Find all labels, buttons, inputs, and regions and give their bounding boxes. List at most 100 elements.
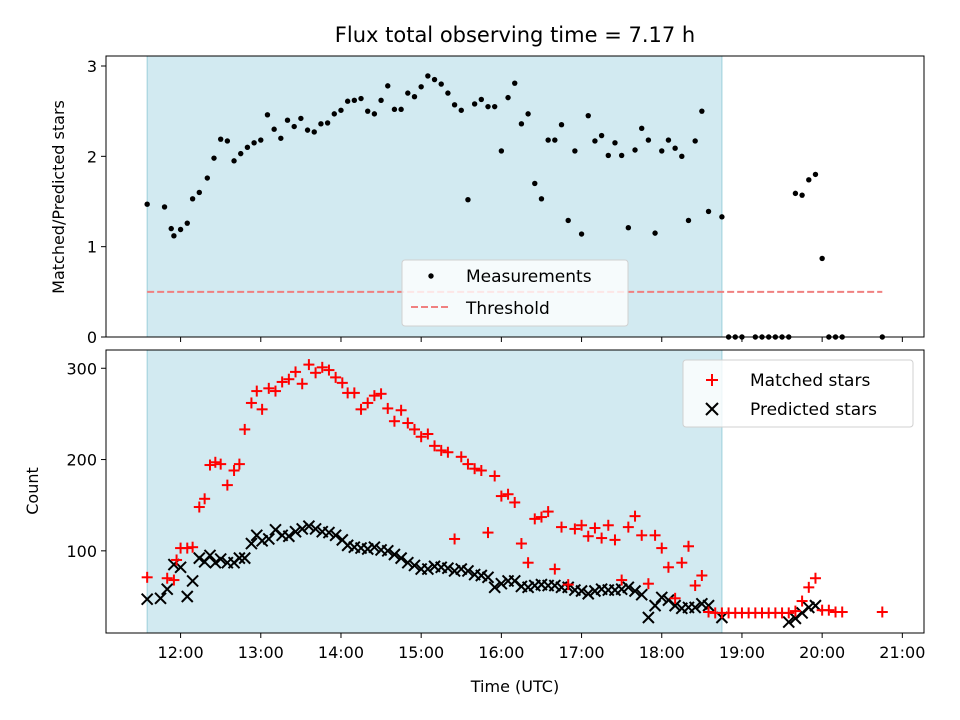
matched-star-point — [382, 402, 394, 414]
matched-star-point — [362, 397, 374, 409]
predicted-star-point — [441, 561, 455, 575]
measurement-point — [318, 121, 324, 127]
ratio-y-tick-label: 0 — [87, 328, 97, 347]
measurement-point — [659, 148, 665, 154]
predicted-star-point — [782, 615, 795, 629]
chart-title: Flux total observing time = 7.17 h — [335, 23, 695, 47]
measurement-point — [445, 90, 451, 96]
predicted-star-point — [193, 551, 206, 565]
matched-star-point — [442, 446, 454, 458]
matched-star-point — [495, 490, 507, 502]
measurement-point — [471, 101, 478, 107]
predicted-star-point — [154, 592, 167, 605]
count-plot-frame — [105, 349, 925, 634]
measurement-point — [244, 144, 251, 150]
measurement-point — [558, 122, 565, 128]
matched-star-point — [509, 496, 521, 508]
measurement-point — [672, 145, 678, 151]
measurement-point — [405, 90, 411, 96]
measurement-point — [498, 148, 505, 154]
predicted-star-point — [181, 590, 194, 603]
measurement-point — [645, 137, 652, 143]
matched-star-point — [193, 501, 205, 513]
matched-star-point — [656, 542, 668, 554]
measurement-point — [625, 224, 632, 231]
matched-star-point — [251, 385, 263, 397]
predicted-star-point — [401, 556, 415, 569]
predicted-star-point — [668, 599, 682, 612]
measurement-point — [605, 152, 611, 159]
measurement-point — [351, 97, 358, 104]
ratio-y-tick-label: 3 — [87, 57, 97, 76]
matched-star-point — [549, 563, 561, 575]
matched-star-point — [662, 561, 674, 573]
ratio-y-ticks: 0 1 2 3 — [87, 57, 106, 347]
matched-star-point — [316, 361, 328, 373]
matched-star-point — [469, 463, 481, 475]
count-y-ticks: 100 200 300 — [66, 359, 106, 561]
measurement-point — [231, 158, 237, 164]
measurement-point — [485, 103, 491, 110]
predicted-star-point — [302, 519, 316, 533]
x-tick-label: 12:00 — [158, 643, 204, 662]
measurement-point — [451, 102, 458, 108]
matched-star-point — [629, 510, 641, 522]
legend-matched-marker — [706, 374, 718, 386]
x-tick-label: 19:00 — [719, 643, 765, 662]
measurement-point — [545, 137, 551, 143]
matched-star-point — [276, 376, 288, 388]
matched-star-point — [171, 554, 183, 566]
predicted-star-point — [575, 584, 588, 598]
matched-star-point — [368, 390, 380, 402]
matched-star-point — [422, 428, 434, 440]
matched-star-point — [696, 569, 708, 581]
measurement-point — [365, 108, 371, 114]
predicted-star-point — [209, 556, 222, 569]
measurement-point — [799, 192, 805, 198]
measurements-layer — [144, 73, 885, 340]
measurement-point — [819, 255, 825, 262]
measurement-point — [204, 175, 211, 181]
legend-measurements-marker — [428, 273, 434, 279]
measurement-point — [168, 225, 174, 232]
matched-star-point — [395, 404, 407, 416]
count-y-tick-label: 200 — [66, 451, 97, 470]
measurement-point — [812, 171, 819, 178]
measurement-point — [311, 129, 317, 135]
measurement-point — [518, 121, 525, 127]
measurement-point — [705, 208, 712, 215]
matched-star-point — [569, 523, 581, 535]
measurement-point — [505, 94, 511, 101]
measurement-point — [161, 204, 168, 210]
predicted-star-point — [481, 571, 495, 584]
predicted-star-point — [421, 562, 435, 576]
matched-star-point — [269, 385, 281, 397]
ratio-y-axis-label: Matched/Predicted stars — [49, 100, 68, 294]
measurement-point — [217, 136, 224, 142]
matched-star-point — [161, 572, 173, 584]
measurement-point — [532, 180, 538, 187]
legend-matched-label: Matched stars — [750, 371, 870, 391]
predicted-star-point — [203, 549, 217, 562]
measurement-point — [238, 150, 244, 157]
measurement-point — [411, 94, 418, 100]
matched-star-point — [239, 423, 251, 435]
matched-star-point — [582, 530, 594, 542]
matched-star-point — [375, 388, 387, 400]
ratio-y-tick-label: 1 — [87, 238, 97, 257]
predicted-star-point — [381, 544, 394, 558]
matched-star-point — [168, 574, 180, 586]
matched-star-point — [669, 592, 681, 604]
predicted-star-point — [322, 526, 336, 539]
measurement-point — [284, 117, 291, 123]
matched-star-point — [330, 371, 342, 383]
measurement-point — [639, 125, 645, 132]
matched-star-point — [296, 378, 308, 390]
measurement-point — [378, 97, 384, 104]
matched-star-point — [796, 595, 808, 607]
measurement-point — [618, 152, 625, 159]
matched-star-point — [290, 366, 302, 378]
predicted-star-point — [388, 548, 401, 561]
measurement-point — [371, 111, 378, 117]
